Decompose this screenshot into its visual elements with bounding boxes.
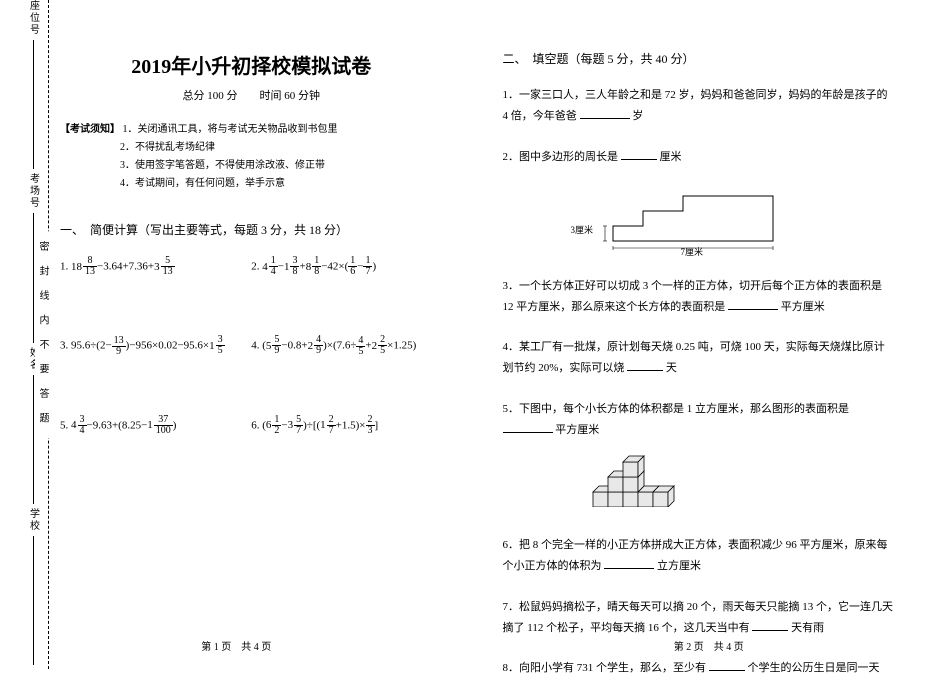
answer-blank xyxy=(752,619,788,631)
section-2-title: 二、 填空题（每题 5 分，共 40 分） xyxy=(503,50,896,67)
question-6: 6. (612−357)÷[(127+1.5)×23] xyxy=(251,415,442,436)
answer-blank xyxy=(627,359,663,371)
binding-label: 学校 xyxy=(26,508,41,532)
notice-label: 【考试须知】 xyxy=(60,124,120,135)
answer-blank xyxy=(580,107,630,119)
fill-question-2: 2．图中多边形的周长是 厘米 3厘米 7厘米 xyxy=(503,147,896,256)
figure-label: 7厘米 xyxy=(681,244,704,261)
answer-blank xyxy=(728,298,778,310)
stair-figure: 3厘米 7厘米 xyxy=(593,176,793,256)
question-5: 5. 434−9.63+(8.25−137100) xyxy=(60,415,251,436)
question-3: 3. 95.6÷(2−139)−956×0.02−95.6×135 xyxy=(60,335,251,356)
figure-label: 3厘米 xyxy=(571,222,594,239)
answer-blank xyxy=(621,148,657,160)
fill-question-7: 7．松鼠妈妈摘松子，晴天每天可以摘 20 个，雨天每天只能摘 13 个，它一连几… xyxy=(503,597,896,639)
question-row: 3. 95.6÷(2−139)−956×0.02−95.6×135 4. (55… xyxy=(60,335,443,356)
notice-item: 3．使用签字笔答题，不得使用涂改液、修正带 xyxy=(120,160,325,171)
notice-item: 1．关闭通讯工具，将与考试无关物品收到书包里 xyxy=(123,124,338,135)
page-footer: 第 1 页 共 4 页 xyxy=(0,638,473,653)
binding-line xyxy=(33,375,34,504)
binding-label: 考场号 xyxy=(26,173,41,209)
page-footer: 第 2 页 共 4 页 xyxy=(473,638,945,653)
question-2: 2. 414−138+818−42×(16−17) xyxy=(251,256,442,277)
exam-notice: 【考试须知】 1．关闭通讯工具，将与考试无关物品收到书包里 2．不得扰乱考场纪律… xyxy=(60,121,443,193)
binding-line xyxy=(33,40,34,169)
exam-subtitle: 总分 100 分 时间 60 分钟 xyxy=(60,87,443,103)
page-2: 二、 填空题（每题 5 分，共 40 分） 1．一家三口人，三人年龄之和是 72… xyxy=(473,0,945,669)
question-row: 1. 18813−3.64+7.36+3513 2. 414−138+818−4… xyxy=(60,256,443,277)
fill-question-4: 4．某工厂有一批煤，原计划每天烧 0.25 吨，可烧 100 天，实际每天烧煤比… xyxy=(503,337,896,379)
answer-blank xyxy=(503,421,553,433)
fill-question-6: 6．把 8 个完全一样的小正方体拼成大正方体，表面积减少 96 平方厘米，原来每… xyxy=(503,535,896,577)
exam-title: 2019年小升初择校模拟试卷 xyxy=(60,50,443,79)
cube-figure xyxy=(583,447,896,515)
seal-line-text: 密 封 线 内 不 要 答 题 xyxy=(35,231,50,439)
question-1: 1. 18813−3.64+7.36+3513 xyxy=(60,256,251,277)
question-4: 4. (559−0.8+249)×(7.6÷45+225×1.25) xyxy=(251,335,442,356)
notice-item: 4．考试期间，有任何问题，举手示意 xyxy=(120,178,285,189)
fill-question-5: 5．下图中，每个小长方体的体积都是 1 立方厘米，那么图形的表面积是 平方厘米 xyxy=(503,399,896,515)
binding-label: 座位号 xyxy=(26,0,41,36)
notice-item: 2．不得扰乱考场纪律 xyxy=(120,142,215,153)
answer-blank xyxy=(709,659,745,671)
section-1-title: 一、 简便计算（写出主要等式，每题 3 分，共 18 分） xyxy=(60,221,443,238)
page-1: 座位号 考场号 姓名 学校 密 封 线 内 不 要 答 题 2019年小升初择校… xyxy=(0,0,473,669)
binding-line xyxy=(33,213,34,342)
fill-question-3: 3．一个长方体正好可以切成 3 个一样的正方体，切开后每个正方体的表面积是 12… xyxy=(503,276,896,318)
answer-blank xyxy=(604,557,654,569)
fill-question-1: 1．一家三口人，三人年龄之和是 72 岁，妈妈和爸爸同岁，妈妈的年龄是孩子的 4… xyxy=(503,85,896,127)
question-row: 5. 434−9.63+(8.25−137100) 6. (612−357)÷[… xyxy=(60,415,443,436)
